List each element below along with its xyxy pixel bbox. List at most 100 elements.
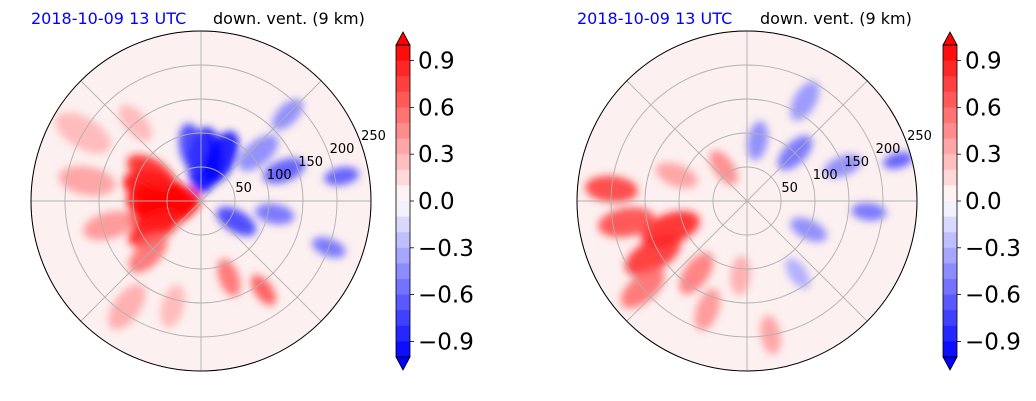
radial-tick-labels-right: 50 100 150 200 250	[781, 129, 932, 196]
field-blob	[694, 288, 721, 331]
colorbar-extend-max	[942, 31, 958, 46]
colorbar-tick-label: 0.9	[965, 49, 1002, 75]
colorbar-segment	[396, 232, 410, 249]
colorbar-tick-label: 0.9	[418, 49, 455, 75]
colorbar-segment	[943, 169, 957, 186]
colorbar-segment	[943, 76, 957, 93]
colorbar-segment	[396, 169, 410, 186]
field-blob	[747, 121, 768, 161]
radial-tick-label: 50	[235, 181, 252, 196]
azimuth-spoke	[746, 80, 868, 202]
field-blob	[83, 211, 135, 241]
colorbar-segment	[943, 107, 957, 124]
data-field-left	[55, 98, 359, 330]
colorbar-tick-label: −0.6	[418, 283, 474, 309]
colorbar-segment	[396, 60, 410, 77]
colorbar-segment	[943, 123, 957, 140]
radial-tick-label: 50	[781, 181, 798, 196]
colorbar-segment	[396, 294, 410, 311]
colorbar-segment	[943, 310, 957, 327]
field-blob	[217, 258, 241, 297]
colorbar-extend-min	[395, 356, 411, 371]
field-blob	[238, 134, 279, 172]
colorbar-tick-label: 0.3	[965, 142, 1002, 168]
field-blob	[625, 235, 681, 276]
colorbar-segment	[396, 91, 410, 108]
date-label-left: 2018-10-09 13 UTC	[31, 9, 186, 28]
field-blob	[730, 255, 751, 296]
polar-grid-left	[30, 30, 372, 372]
polar-frame-left	[30, 30, 372, 372]
colorbar-segment	[396, 341, 410, 358]
azimuth-spoke	[626, 200, 748, 322]
radial-tick-label: 100	[813, 168, 838, 183]
colorbar-tick-label: −0.3	[418, 236, 474, 262]
field-blob	[255, 203, 295, 225]
azimuth-spoke	[200, 80, 322, 202]
colorbar-segment	[396, 310, 410, 327]
colorbar-left	[395, 31, 411, 371]
colorbar-segment	[943, 294, 957, 311]
colorbar-segment	[396, 325, 410, 342]
colorbar-segment	[943, 201, 957, 218]
colorbar-segment	[396, 107, 410, 124]
panel-right: 2018-10-09 13 UTC down. vent. (9 km) 50 1…	[576, 9, 1021, 372]
colorbar-segment	[396, 154, 410, 171]
title-right: down. vent. (9 km)	[760, 9, 912, 28]
field-blob	[709, 150, 738, 185]
colorbar-ticks-right: 0.9 0.6 0.3 0.0 −0.3 −0.6 −0.9	[957, 49, 1021, 355]
colorbar-right	[942, 31, 958, 371]
colorbar-segment	[943, 279, 957, 296]
radial-tick-label: 250	[361, 129, 386, 144]
radial-tick-label: 250	[907, 129, 932, 144]
colorbar-segment	[943, 138, 957, 155]
polar-frame-right	[576, 30, 918, 372]
colorbar-tick-label: −0.3	[965, 236, 1021, 262]
field-blob	[216, 206, 257, 236]
field-blob	[883, 152, 914, 169]
field-blob	[58, 165, 116, 196]
field-blob	[108, 283, 146, 330]
radial-tick-label: 200	[876, 142, 901, 157]
field-blob	[160, 284, 185, 328]
colorbar-segment	[396, 247, 410, 264]
colorbar-tick-label: 0.3	[418, 142, 455, 168]
colorbar-segment	[943, 263, 957, 280]
field-blob	[851, 202, 887, 221]
colorbar-segment	[396, 263, 410, 280]
colorbar-segment	[943, 45, 957, 62]
colorbar-segment	[396, 216, 410, 233]
colorbar-segment	[943, 216, 957, 233]
field-blob	[178, 123, 205, 172]
colorbar-tick-label: −0.9	[418, 329, 474, 355]
colorbar-segment	[396, 123, 410, 140]
colorbar-segment	[943, 91, 957, 108]
radial-tick-label: 100	[267, 168, 292, 183]
colorbar-segment	[396, 76, 410, 93]
radial-tick-label: 150	[844, 155, 869, 170]
date-label-right: 2018-10-09 13 UTC	[577, 9, 732, 28]
colorbar-tick-label: 0.6	[418, 95, 455, 121]
radial-tick-labels-left: 50 100 150 200 250	[235, 129, 386, 196]
azimuth-spoke	[80, 80, 202, 202]
field-blob	[324, 167, 359, 186]
field-blob-group	[55, 98, 359, 330]
azimuth-spoke	[626, 80, 748, 202]
colorbar-tick-label: 0.0	[418, 189, 455, 215]
title-left: down. vent. (9 km)	[213, 9, 365, 28]
field-blob	[128, 209, 180, 248]
radial-tick-label: 200	[330, 142, 355, 157]
polar-grid-right	[576, 30, 918, 372]
colorbar-segment	[396, 279, 410, 296]
colorbar-tick-label: −0.9	[965, 329, 1021, 355]
colorbar-segment	[943, 247, 957, 264]
field-blob	[127, 154, 175, 190]
azimuth-spoke	[80, 200, 202, 322]
field-blob	[263, 158, 306, 184]
colorbar-tick-label: −0.6	[965, 283, 1021, 309]
field-blob	[250, 274, 276, 306]
field-blob	[598, 207, 655, 238]
colorbar-segment	[396, 45, 410, 62]
field-blob	[790, 81, 820, 121]
